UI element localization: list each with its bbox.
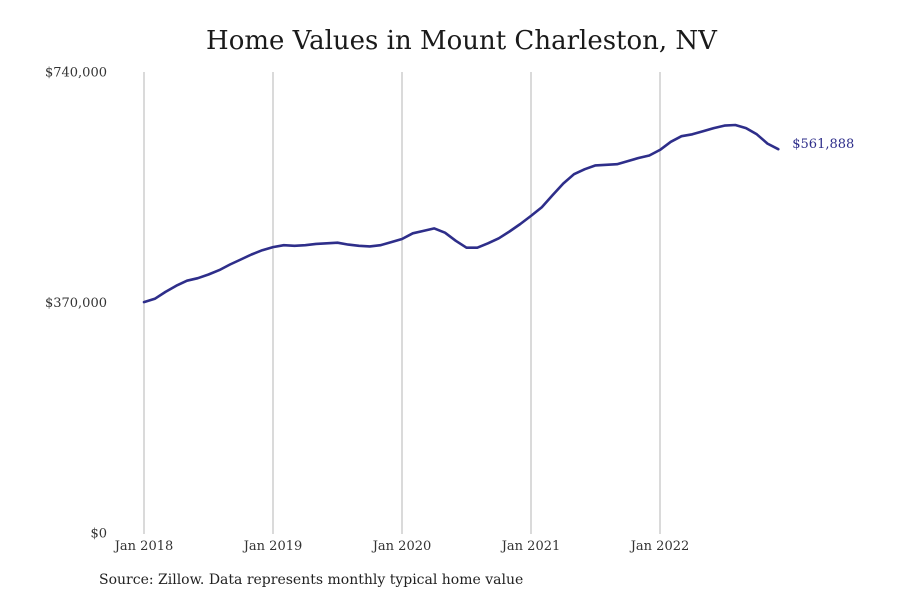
- source-note: Source: Zillow. Data represents monthly …: [99, 572, 524, 588]
- y-tick-label: $740,000: [45, 66, 107, 81]
- x-tick-label: Jan 2019: [242, 539, 303, 554]
- x-tick-label: Jan 2021: [500, 539, 561, 554]
- chart-title: Home Values in Mount Charleston, NV: [206, 26, 717, 56]
- y-tick-label: $370,000: [45, 296, 107, 311]
- x-tick-label: Jan 2022: [629, 539, 690, 554]
- x-tick-label: Jan 2020: [371, 539, 432, 554]
- last-value-label: $561,888: [792, 137, 854, 152]
- x-axis-ticks: Jan 2018 Jan 2019 Jan 2020 Jan 2021 Jan 2022: [113, 539, 690, 554]
- gridlines: [143, 72, 661, 534]
- x-tick-label: Jan 2018: [113, 539, 174, 554]
- home-value-line: [142, 123, 780, 304]
- y-tick-label: $0: [90, 527, 107, 542]
- y-axis-ticks: $0 $370,000 $740,000: [45, 66, 107, 542]
